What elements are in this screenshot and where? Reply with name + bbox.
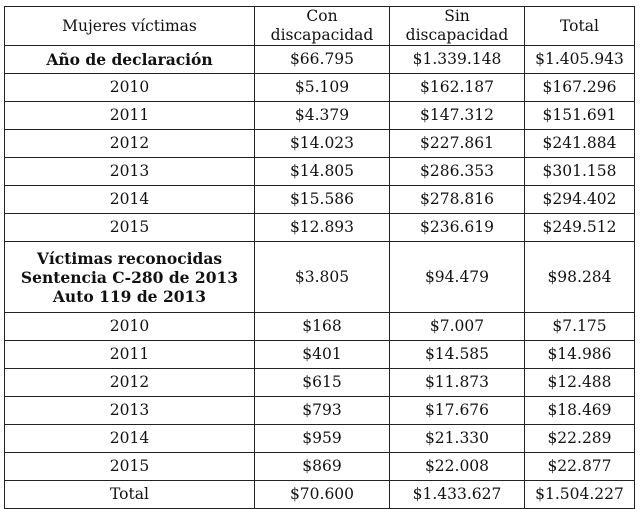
sin-cell: $227.861 — [389, 129, 525, 158]
total-cell: $22.877 — [524, 452, 635, 481]
total-con: $70.600 — [254, 480, 390, 509]
group-label-line: Auto 119 de 2013 — [52, 286, 207, 306]
table-row: 2012 $14.023 $227.861 $241.884 — [4, 129, 635, 158]
table-row: 2010 $5.109 $162.187 $167.296 — [4, 73, 635, 102]
year-cell: 2010 — [4, 312, 255, 341]
total-cell: $301.158 — [524, 157, 635, 186]
year-cell: 2013 — [4, 157, 255, 186]
table-row: 2011 $4.379 $147.312 $151.691 — [4, 101, 635, 130]
con-cell: $15.586 — [254, 185, 390, 214]
table-row: 2015 $12.893 $236.619 $249.512 — [4, 213, 635, 242]
sin-cell: $162.187 — [389, 73, 525, 102]
sin-cell: $21.330 — [389, 424, 525, 453]
con-cell: $401 — [254, 340, 390, 369]
total-cell: $7.175 — [524, 312, 635, 341]
con-cell: $14.805 — [254, 157, 390, 186]
sin-cell: $278.816 — [389, 185, 525, 214]
header-mujeres-victimas: Mujeres víctimas — [4, 6, 255, 46]
header-con-discapacidad: Con discapacidad — [254, 6, 390, 46]
header-total: Total — [524, 6, 635, 46]
total-cell: $14.986 — [524, 340, 635, 369]
table-row: 2014 $15.586 $278.816 $294.402 — [4, 185, 635, 214]
total-cell: $241.884 — [524, 129, 635, 158]
group-value-sin: $1.339.148 — [389, 45, 525, 74]
victims-table: Mujeres víctimas Con discapacidad Sin di… — [4, 6, 635, 509]
sin-cell: $14.585 — [389, 340, 525, 369]
year-cell: 2014 — [4, 185, 255, 214]
sin-cell: $17.676 — [389, 396, 525, 425]
table-row: 2013 $14.805 $286.353 $301.158 — [4, 157, 635, 186]
total-cell: $12.488 — [524, 368, 635, 397]
group-row-ano-declaracion: Año de declaración $66.795 $1.339.148 $1… — [4, 45, 635, 74]
table-row: 2013 $793 $17.676 $18.469 — [4, 396, 635, 425]
sin-cell: $286.353 — [389, 157, 525, 186]
header-sin-discapacidad: Sin discapacidad — [389, 6, 525, 46]
con-cell: $5.109 — [254, 73, 390, 102]
con-cell: $615 — [254, 368, 390, 397]
total-total: $1.504.227 — [524, 480, 635, 509]
total-cell: $294.402 — [524, 185, 635, 214]
total-cell: $249.512 — [524, 213, 635, 242]
group-value-total: $1.405.943 — [524, 45, 635, 74]
total-sin: $1.433.627 — [389, 480, 525, 509]
table-row: 2014 $959 $21.330 $22.289 — [4, 424, 635, 453]
con-cell: $14.023 — [254, 129, 390, 158]
table-row: 2011 $401 $14.585 $14.986 — [4, 340, 635, 369]
year-cell: 2015 — [4, 452, 255, 481]
con-cell: $959 — [254, 424, 390, 453]
year-cell: 2011 — [4, 101, 255, 130]
group-value-sin: $94.479 — [389, 241, 525, 313]
group-value-con: $3.805 — [254, 241, 390, 313]
total-cell: $167.296 — [524, 73, 635, 102]
group-label-line: Sentencia C-280 de 2013 — [20, 267, 239, 287]
year-cell: 2012 — [4, 129, 255, 158]
table-row: 2010 $168 $7.007 $7.175 — [4, 312, 635, 341]
con-cell: $168 — [254, 312, 390, 341]
sin-cell: $147.312 — [389, 101, 525, 130]
con-cell: $793 — [254, 396, 390, 425]
group-label: Víctimas reconocidas Sentencia C-280 de … — [4, 241, 255, 313]
con-cell: $12.893 — [254, 213, 390, 242]
total-cell: $151.691 — [524, 101, 635, 130]
group-row-victimas-reconocidas: Víctimas reconocidas Sentencia C-280 de … — [4, 241, 635, 313]
group-value-con: $66.795 — [254, 45, 390, 74]
group-label-line: Víctimas reconocidas — [36, 248, 223, 268]
sin-cell: $11.873 — [389, 368, 525, 397]
year-cell: 2015 — [4, 213, 255, 242]
con-cell: $4.379 — [254, 101, 390, 130]
year-cell: 2013 — [4, 396, 255, 425]
table-row: 2015 $869 $22.008 $22.877 — [4, 452, 635, 481]
group-label: Año de declaración — [4, 45, 255, 74]
year-cell: 2010 — [4, 73, 255, 102]
table-header-row: Mujeres víctimas Con discapacidad Sin di… — [4, 6, 635, 46]
group-value-total: $98.284 — [524, 241, 635, 313]
sin-cell: $7.007 — [389, 312, 525, 341]
total-row: Total $70.600 $1.433.627 $1.504.227 — [4, 480, 635, 509]
year-cell: 2014 — [4, 424, 255, 453]
sin-cell: $22.008 — [389, 452, 525, 481]
total-cell: $22.289 — [524, 424, 635, 453]
year-cell: 2011 — [4, 340, 255, 369]
table-row: 2012 $615 $11.873 $12.488 — [4, 368, 635, 397]
total-label: Total — [4, 480, 255, 509]
con-cell: $869 — [254, 452, 390, 481]
sin-cell: $236.619 — [389, 213, 525, 242]
total-cell: $18.469 — [524, 396, 635, 425]
year-cell: 2012 — [4, 368, 255, 397]
